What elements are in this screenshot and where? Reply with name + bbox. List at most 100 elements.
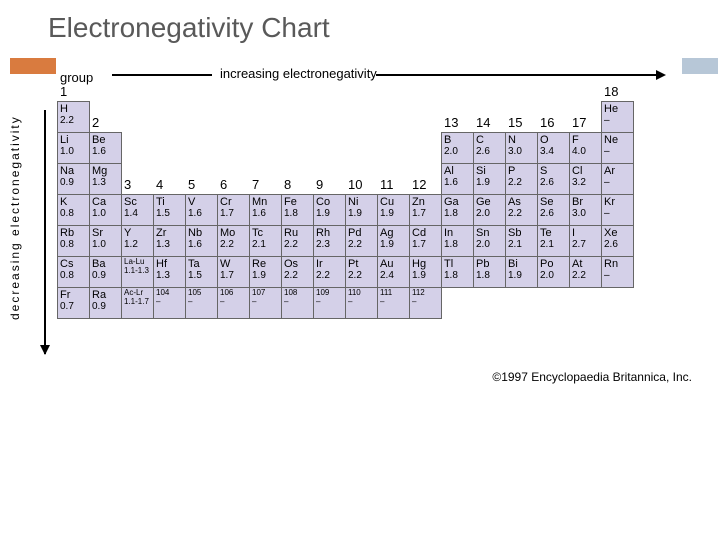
element-symbol: Br — [572, 196, 599, 208]
element-cell: 111– — [377, 287, 410, 319]
group-column: 6Cr1.7Mo2.2W1.7106– — [218, 84, 250, 319]
element-symbol: N — [508, 134, 535, 146]
group-column: 2Be1.6Mg1.3Ca1.0Sr1.0Ba0.9Ra0.9 — [90, 84, 122, 319]
element-cell: B2.0 — [441, 132, 474, 164]
group-number: 6 — [218, 177, 250, 195]
element-value: – — [604, 177, 631, 188]
element-symbol: Os — [284, 258, 311, 270]
element-cell: Ni1.9 — [345, 194, 378, 226]
element-symbol: Tl — [444, 258, 471, 270]
element-cell: Re1.9 — [249, 256, 282, 288]
element-cell: Ag1.9 — [377, 225, 410, 257]
element-value: 2.0 — [476, 239, 503, 250]
element-value: 1.1-1.7 — [124, 298, 151, 307]
element-symbol: Cs — [60, 258, 87, 270]
element-value: 2.2 — [284, 239, 311, 250]
element-symbol: Na — [60, 165, 87, 177]
element-cell: Ca1.0 — [89, 194, 122, 226]
element-symbol: Zn — [412, 196, 439, 208]
element-value: – — [156, 298, 183, 307]
element-cell: Ru2.2 — [281, 225, 314, 257]
horiz-line-right — [376, 74, 656, 76]
element-value: 2.3 — [316, 239, 343, 250]
element-cell: P2.2 — [505, 163, 538, 195]
group-column: 3Sc1.4Y1.2La-Lu1.1-1.3Ac-Lr1.1-1.7 — [122, 84, 154, 319]
element-symbol: Ga — [444, 196, 471, 208]
element-cell: Cl3.2 — [569, 163, 602, 195]
element-symbol: 105 — [188, 289, 215, 298]
element-cell: Nb1.6 — [185, 225, 218, 257]
element-cell: 110– — [345, 287, 378, 319]
group-column: 5V1.6Nb1.6Ta1.5105– — [186, 84, 218, 319]
element-cell: Rn– — [601, 256, 634, 288]
element-symbol: Re — [252, 258, 279, 270]
element-cell: At2.2 — [569, 256, 602, 288]
element-symbol: 106 — [220, 289, 247, 298]
element-cell: Tc2.1 — [249, 225, 282, 257]
element-value: 2.6 — [476, 146, 503, 157]
element-symbol: Cr — [220, 196, 247, 208]
element-cell: Sb2.1 — [505, 225, 538, 257]
element-symbol: 111 — [380, 289, 407, 298]
group-column: 11Cu1.9Ag1.9Au2.4111– — [378, 84, 410, 319]
element-cell: Os2.2 — [281, 256, 314, 288]
element-value: 1.9 — [316, 208, 343, 219]
element-value: 1.3 — [92, 177, 119, 188]
element-symbol: V — [188, 196, 215, 208]
element-cell: Na0.9 — [57, 163, 90, 195]
element-symbol: 112 — [412, 289, 439, 298]
element-cell: In1.8 — [441, 225, 474, 257]
element-value: 1.9 — [380, 239, 407, 250]
element-value: 1.8 — [444, 239, 471, 250]
element-value: 2.1 — [252, 239, 279, 250]
element-symbol: B — [444, 134, 471, 146]
element-symbol: Co — [316, 196, 343, 208]
element-value: 1.8 — [284, 208, 311, 219]
element-cell: Ar– — [601, 163, 634, 195]
group-number: 5 — [186, 177, 218, 195]
element-symbol: Hg — [412, 258, 439, 270]
element-value: 2.7 — [572, 239, 599, 250]
element-value: 2.0 — [540, 270, 567, 281]
element-cell: Au2.4 — [377, 256, 410, 288]
element-symbol: Sc — [124, 196, 151, 208]
element-cell: Br3.0 — [569, 194, 602, 226]
element-symbol: Ni — [348, 196, 375, 208]
element-symbol: Bi — [508, 258, 535, 270]
element-symbol: He — [604, 103, 631, 115]
element-cell: Ac-Lr1.1-1.7 — [121, 287, 154, 319]
element-symbol: Al — [444, 165, 471, 177]
element-cell: Fr0.7 — [57, 287, 90, 319]
element-value: 2.2 — [60, 115, 87, 126]
horiz-axis-label: increasing electronegativity — [220, 66, 377, 81]
element-symbol: Cl — [572, 165, 599, 177]
element-value: – — [348, 298, 375, 307]
element-symbol: Au — [380, 258, 407, 270]
element-cell: 107– — [249, 287, 282, 319]
group-number: 15 — [506, 115, 538, 133]
element-cell: Mn1.6 — [249, 194, 282, 226]
element-symbol: Hf — [156, 258, 183, 270]
element-cell: Sn2.0 — [473, 225, 506, 257]
element-value: 4.0 — [572, 146, 599, 157]
vert-axis-label: decreasing electronegativity — [8, 115, 22, 320]
element-symbol: Mn — [252, 196, 279, 208]
group-number: 9 — [314, 177, 346, 195]
element-cell: Ir2.2 — [313, 256, 346, 288]
element-symbol: Y — [124, 227, 151, 239]
element-cell: 106– — [217, 287, 250, 319]
element-cell: I2.7 — [569, 225, 602, 257]
element-value: – — [316, 298, 343, 307]
element-cell: Mg1.3 — [89, 163, 122, 195]
element-cell: Fe1.8 — [281, 194, 314, 226]
element-symbol: 110 — [348, 289, 375, 298]
element-cell: Y1.2 — [121, 225, 154, 257]
element-cell: Mo2.2 — [217, 225, 250, 257]
element-symbol: In — [444, 227, 471, 239]
group-number: 14 — [474, 115, 506, 133]
element-symbol: S — [540, 165, 567, 177]
group-number: 8 — [282, 177, 314, 195]
element-symbol: Rn — [604, 258, 631, 270]
horiz-line-left — [112, 74, 212, 76]
element-value: 1.4 — [124, 208, 151, 219]
